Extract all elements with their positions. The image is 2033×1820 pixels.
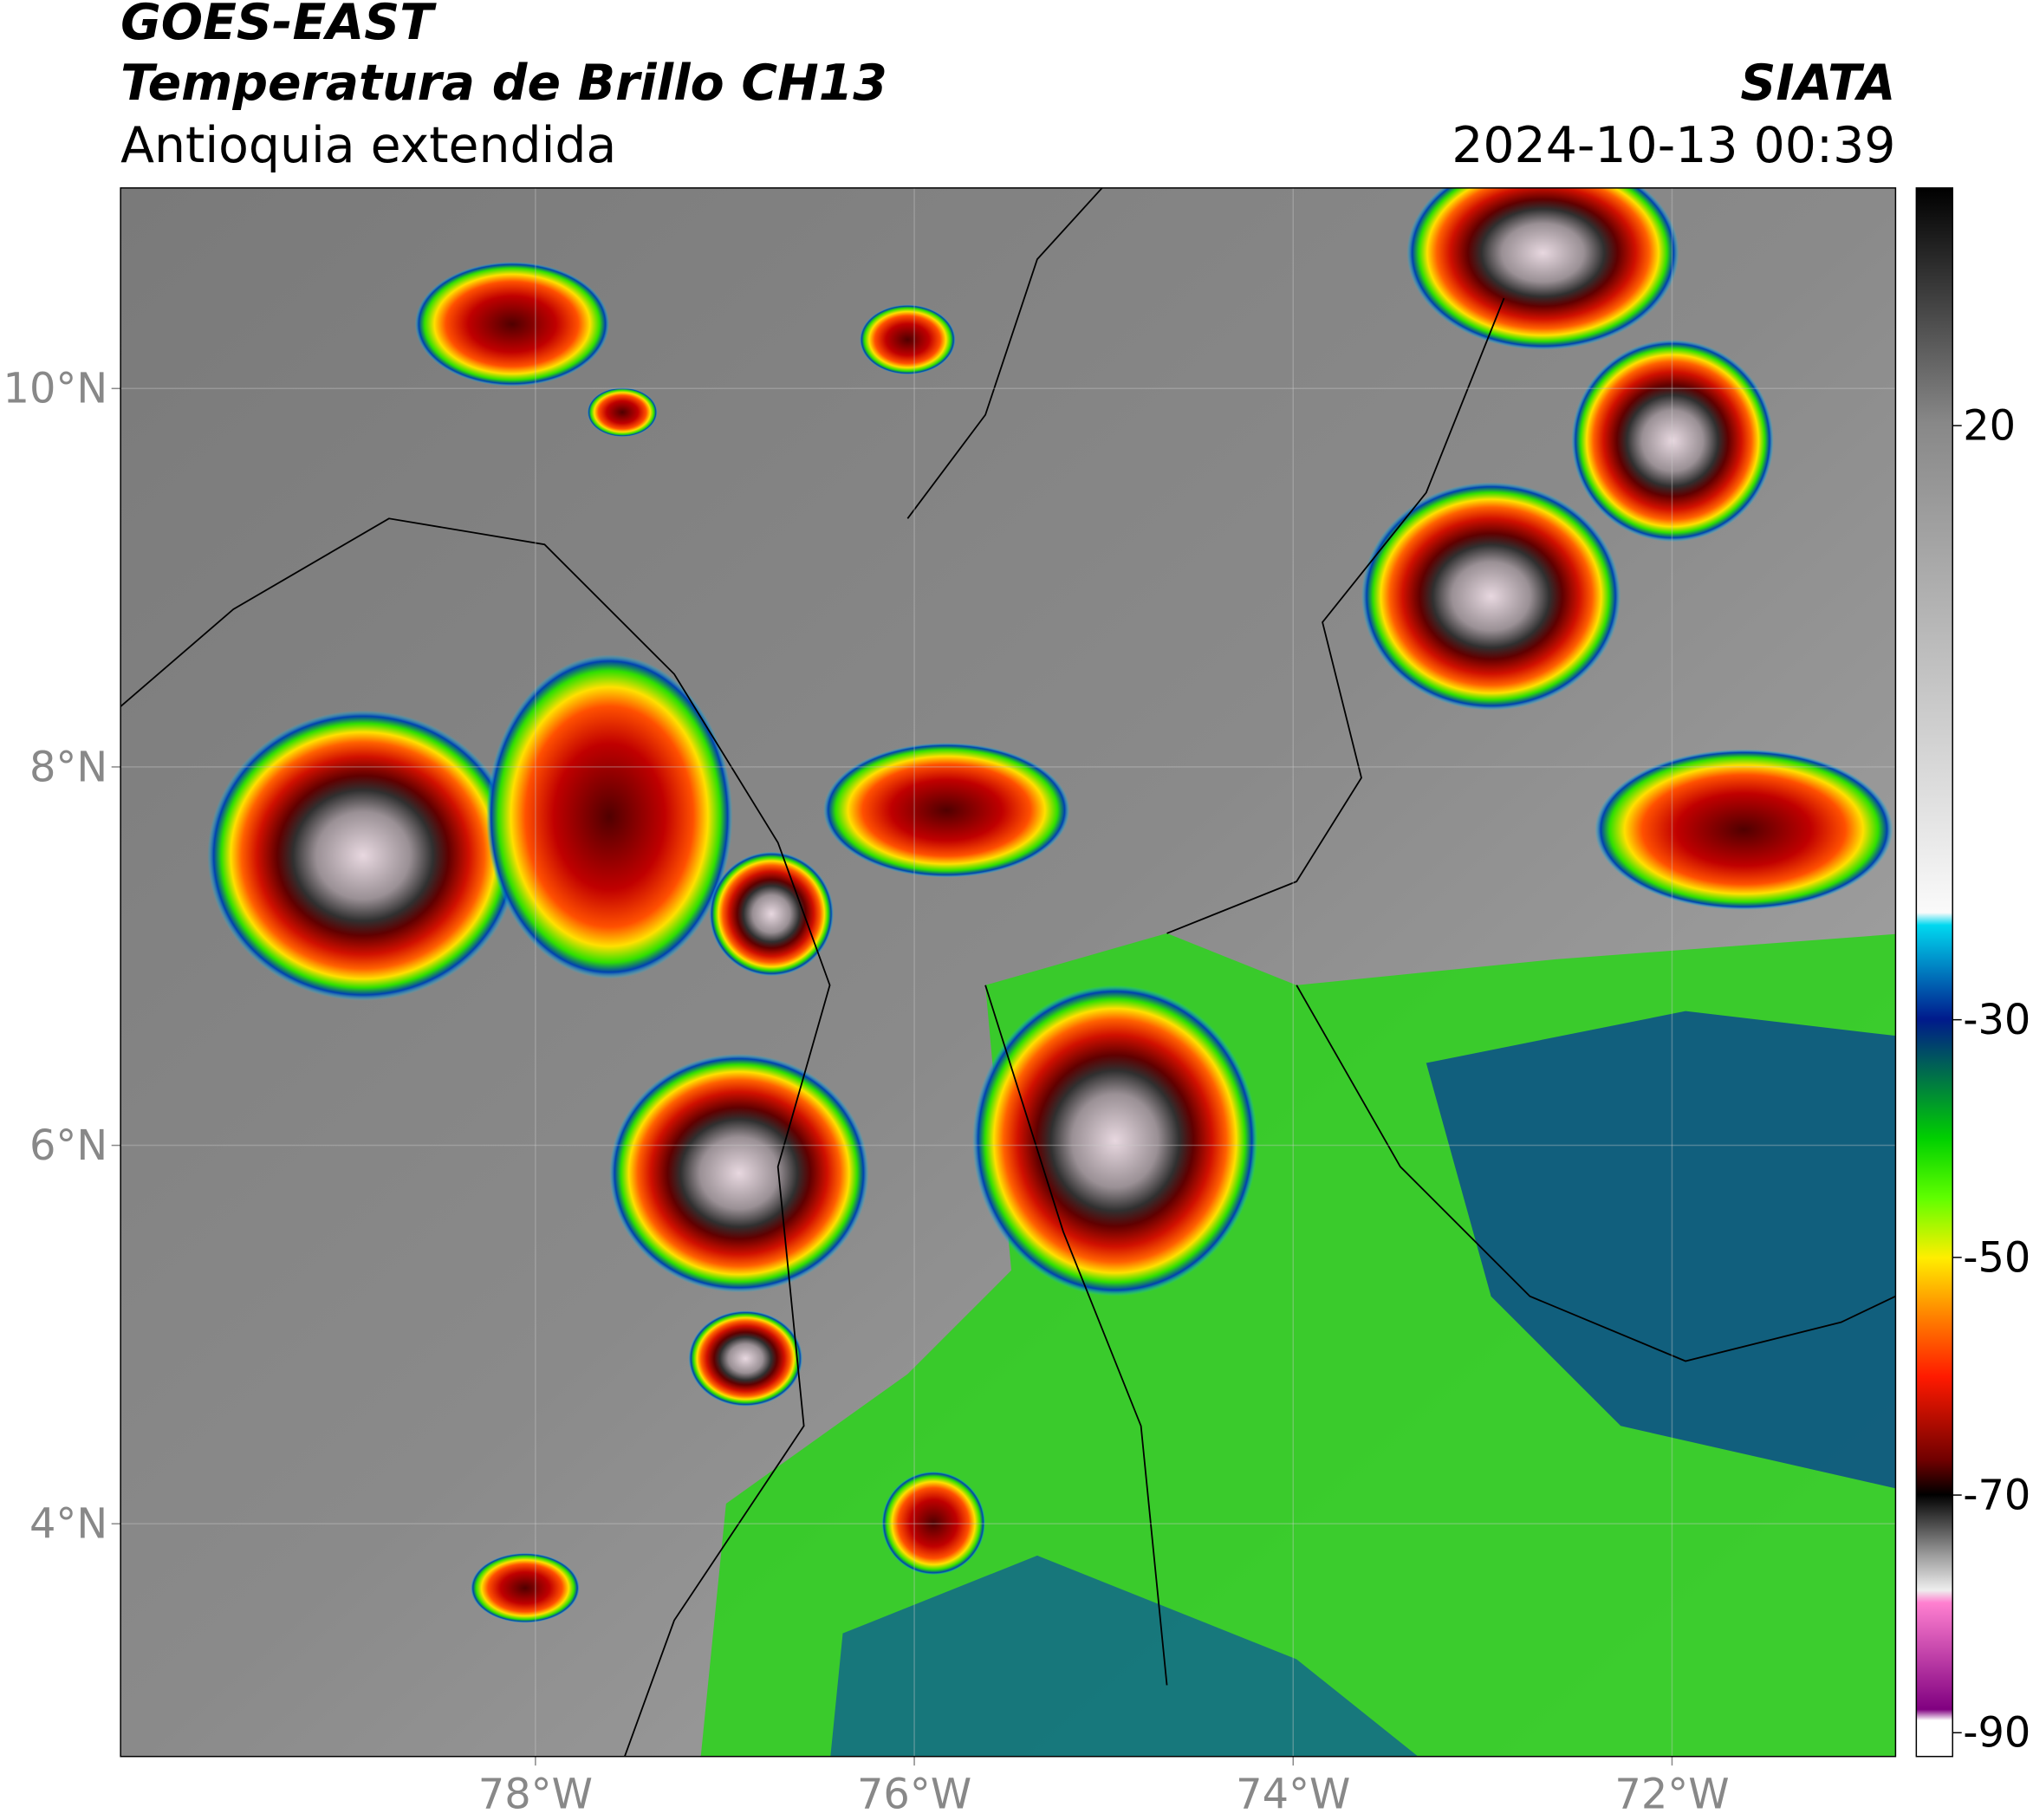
title: GOES-EAST <box>120 0 437 51</box>
colorbar-tick-label: -30 <box>1963 997 2030 1044</box>
map-image <box>120 187 1896 1757</box>
x-tick-label: 76°W <box>857 1771 971 1819</box>
colorbar-tick-label: 20 <box>1963 403 2016 451</box>
axes: 78°W 76°W 74°W 72°W 4°N 6°N 8°N 10°N 20 -30 -50 -70… <box>3 187 2030 1819</box>
y-tick-label: 10°N <box>3 366 108 413</box>
y-tick-label: 6°N <box>29 1122 107 1170</box>
y-tick-label: 4°N <box>29 1501 107 1549</box>
colorbar-tick-label: -70 <box>1963 1472 2030 1520</box>
datetime: 2024-10-13 00:39 <box>1452 117 1895 174</box>
colorbar-tick-label: -90 <box>1963 1710 2030 1758</box>
colorbar <box>1915 187 1953 1758</box>
y-tick-label: 8°N <box>29 744 107 791</box>
x-tick-label: 72°W <box>1614 1771 1729 1819</box>
x-tick-label: 74°W <box>1236 1771 1350 1819</box>
x-tick-label: 78°W <box>478 1771 593 1819</box>
region: Antioquia extendida <box>120 117 616 174</box>
source: SIATA <box>1740 55 1895 112</box>
subtitle: Temperatura de Brillo CH13 <box>120 55 887 112</box>
colorbar-tick-label: -50 <box>1963 1234 2030 1282</box>
plot-frame <box>120 187 1897 1758</box>
